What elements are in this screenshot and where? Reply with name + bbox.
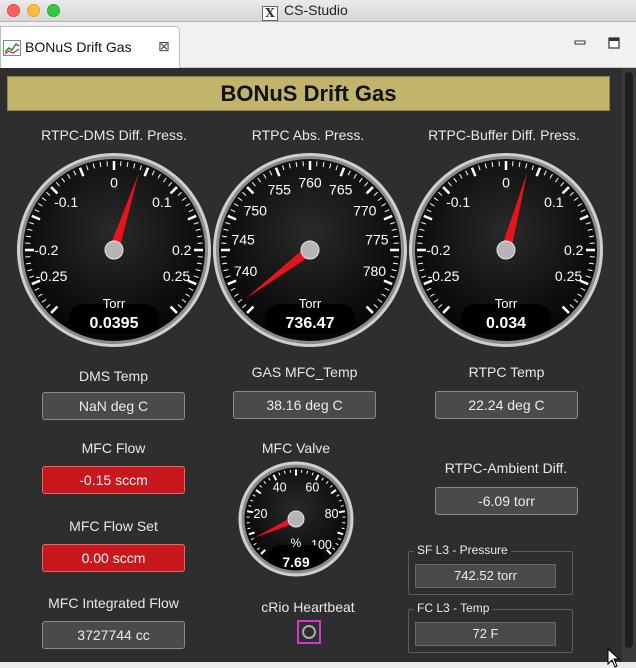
window-titlebar: X CS-Studio <box>0 0 636 22</box>
abs-gauge-title: RTPC Abs. Press. <box>208 127 408 143</box>
gauge-tick-label: -0.2 <box>426 242 450 258</box>
mfc-flow-label: MFC Flow <box>42 440 185 456</box>
rtpc-temp-value: 22.24 deg C <box>435 391 578 419</box>
gauge-tick-label: 20 <box>254 507 268 521</box>
gauge-value-readout: 7.69 <box>282 554 309 570</box>
gauge-tick-label: 0 <box>502 174 510 190</box>
minimize-window-button[interactable] <box>27 4 40 17</box>
gauge-tick <box>247 528 250 529</box>
gauge-tick-label: 770 <box>353 202 377 218</box>
gauge-tick-label: -0.25 <box>36 268 68 284</box>
heartbeat-led <box>297 620 321 644</box>
tab-label: BONuS Drift Gas <box>25 39 132 55</box>
dms-temp-value: NaN deg C <box>42 392 185 420</box>
gauge-value-readout: 736.47 <box>286 315 335 332</box>
close-window-button[interactable] <box>7 4 20 17</box>
scrollbar-thumb[interactable] <box>625 72 633 648</box>
sf-pressure-group: SF L3 - Pressure 742.52 torr <box>408 551 573 595</box>
mfc-flow-set-value: 0.00 sccm <box>42 544 185 572</box>
gauge-tick-label: -0.1 <box>446 194 470 210</box>
gas-mfc-temp-label: GAS MFC_Temp <box>233 364 376 380</box>
mfc-valve-title: MFC Valve <box>226 440 366 456</box>
rtpc-temp-label: RTPC Temp <box>435 364 578 380</box>
mfc-integrated-flow-value: 3727744 cc <box>42 621 185 649</box>
gauge-tick <box>342 528 345 529</box>
gauge-tick-label: 775 <box>365 231 389 247</box>
dms-pressure-gauge: -0.25 -0.2 -0.1 0 0.1 0.2 0.25 Torr 0.0395 <box>14 150 214 350</box>
gauge-tick-label: 740 <box>234 263 258 279</box>
mfc-flow-value: -0.15 sccm <box>42 466 185 494</box>
gauge-needle-hub <box>497 241 515 259</box>
gauge-tick-label: 765 <box>329 182 353 198</box>
gauge-tick <box>307 471 308 474</box>
buffer-pressure-gauge: -0.25 -0.2 -0.1 0 0.1 0.2 0.25 Torr 0.034 <box>406 150 606 350</box>
gauge-tick-label: 0.1 <box>152 194 172 210</box>
chart-icon <box>3 40 21 56</box>
window-title-text: CS-Studio <box>284 2 348 18</box>
mfc-integrated-flow-label: MFC Integrated Flow <box>30 595 197 611</box>
heartbeat-led-indicator <box>302 625 316 639</box>
gauge-tick-label: 0.2 <box>564 242 584 258</box>
sf-pressure-title: SF L3 - Pressure <box>414 543 511 557</box>
gauge-tick-label: 780 <box>363 263 387 279</box>
gauge-tick-label: 0.2 <box>172 242 192 258</box>
gauge-needle-hub <box>105 241 123 259</box>
mouse-pointer-icon <box>607 648 621 668</box>
mfc-flow-set-label: MFC Flow Set <box>42 518 185 534</box>
editor-tab-bar: BONuS Drift Gas ⊠ <box>0 22 636 68</box>
fc-temp-title: FC L3 - Temp <box>414 601 492 615</box>
gauge-tick-label: 0.25 <box>163 268 190 284</box>
gauge-unit-label: % <box>291 536 302 550</box>
gauge-tick-label: 745 <box>231 231 255 247</box>
gauge-tick-label: 750 <box>244 202 268 218</box>
gauge-tick-label: -0.25 <box>428 268 460 284</box>
tab-bonus-drift-gas[interactable]: BONuS Drift Gas ⊠ <box>0 26 180 68</box>
vertical-scrollbar[interactable] <box>622 68 636 662</box>
zoom-window-button[interactable] <box>47 4 60 17</box>
gas-mfc-temp-value: 38.16 deg C <box>233 391 376 419</box>
gauge-tick <box>284 471 285 474</box>
x11-icon: X <box>262 6 278 21</box>
rtpc-ambient-label: RTPC-Ambient Diff. <box>420 460 592 476</box>
minimize-icon[interactable] <box>574 37 586 47</box>
gauge-unit-label: Torr <box>103 296 126 311</box>
gauge-value-readout: 0.0395 <box>90 315 139 332</box>
gauge-value-readout: 0.034 <box>486 315 526 332</box>
fc-temp-value: 72 F <box>415 622 556 646</box>
rtpc-ambient-value: -6.09 torr <box>435 487 578 515</box>
gauge-tick-label: 755 <box>268 182 292 198</box>
gauge-tick-label: 80 <box>325 507 339 521</box>
maximize-icon[interactable] <box>608 37 620 49</box>
gauge-needle-hub <box>288 511 304 527</box>
close-icon[interactable]: ⊠ <box>158 38 170 55</box>
sf-pressure-value: 742.52 torr <box>415 564 556 588</box>
buffer-gauge-title: RTPC-Buffer Diff. Press. <box>404 127 604 143</box>
dms-gauge-title: RTPC-DMS Diff. Press. <box>14 127 214 143</box>
gauge-tick-label: 0.25 <box>555 268 582 284</box>
gauge-unit-label: Torr <box>299 296 322 311</box>
gauge-tick-label: -0.2 <box>34 242 58 258</box>
gauge-tick-label: 760 <box>298 174 322 190</box>
gauge-tick-label: 0.1 <box>544 194 564 210</box>
gauge-tick-label: 0 <box>110 174 118 190</box>
gauge-tick <box>339 511 345 512</box>
dms-temp-label: DMS Temp <box>42 368 185 384</box>
fc-temp-group: FC L3 - Temp 72 F <box>408 609 573 653</box>
window-title: X CS-Studio <box>262 2 348 21</box>
gauge-tick-label: 60 <box>305 480 319 494</box>
gauge-tick-label: 40 <box>273 480 287 494</box>
gauge-tick-label: -0.1 <box>54 194 78 210</box>
display-banner: BONuS Drift Gas <box>7 76 610 111</box>
heartbeat-label: cRio Heartbeat <box>238 599 378 615</box>
gauge-unit-label: Torr <box>495 296 518 311</box>
display-panel: BONuS Drift Gas RTPC-DMS Diff. Press. RT… <box>0 68 636 662</box>
gauge-needle-hub <box>301 241 319 259</box>
gauge-tick <box>247 511 253 512</box>
